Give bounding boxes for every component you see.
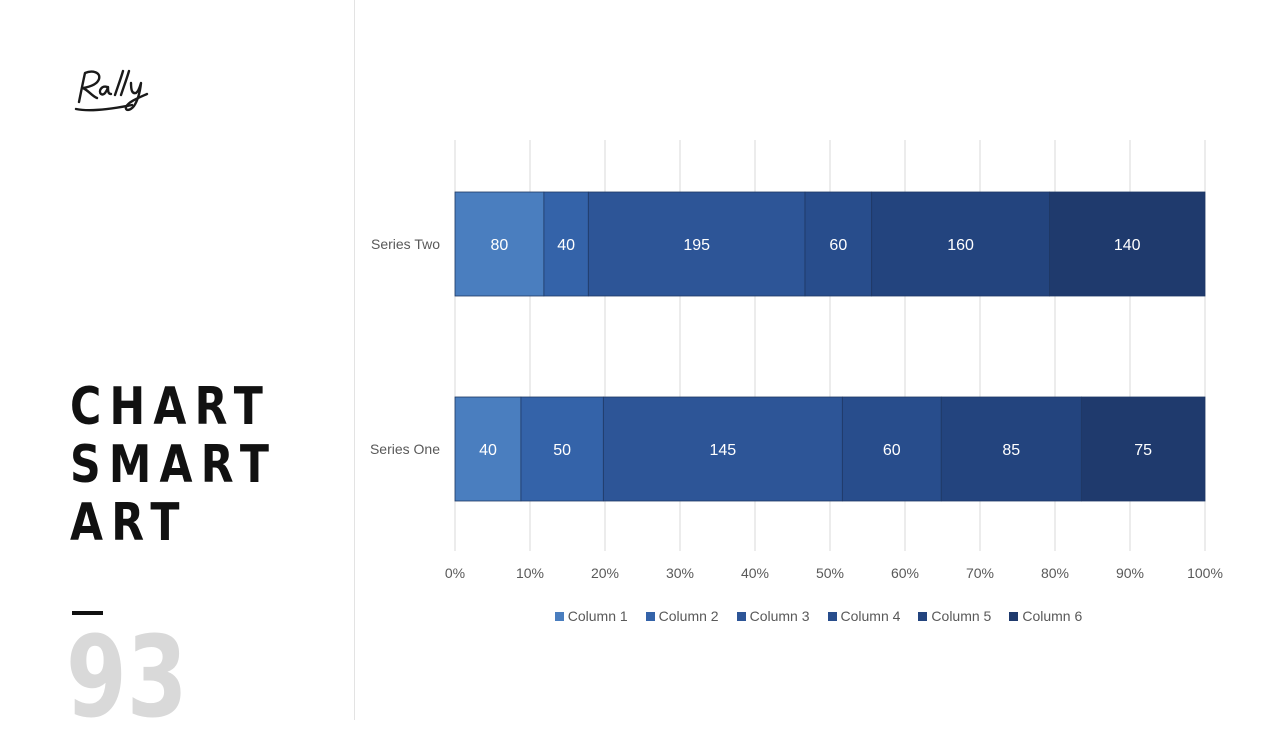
data-label: 80 <box>491 237 509 254</box>
x-tick-label: 30% <box>666 565 694 581</box>
legend-item: Column 3 <box>736 606 810 626</box>
data-label: 195 <box>683 237 710 254</box>
legend-swatch <box>645 611 655 621</box>
chart-area: 0% 10% 20% 30% 40% 50% 60% 70% 80% 90% 100% Series … <box>355 0 1280 720</box>
bar-segment <box>587 191 806 297</box>
slide-title-line: SMART <box>70 435 278 495</box>
bar-segment <box>871 191 1050 297</box>
bar-segment <box>1049 191 1206 297</box>
bar-segment <box>940 396 1082 502</box>
data-label: 160 <box>947 237 974 254</box>
legend-item: Column 2 <box>645 606 719 626</box>
left-panel: CHART SMART ART 93 <box>0 0 355 738</box>
legend-label: Column 6 <box>1022 608 1083 624</box>
x-tick-label: 100% <box>1187 565 1223 581</box>
category-label: Series Two <box>371 236 440 252</box>
legend-swatch <box>918 611 928 621</box>
legend-label: Column 5 <box>931 608 992 624</box>
x-tick-label: 10% <box>516 565 544 581</box>
data-label: 60 <box>829 237 847 254</box>
x-tick-label: 70% <box>966 565 994 581</box>
x-tick-label: 20% <box>591 565 619 581</box>
data-label: 50 <box>553 442 571 459</box>
slide-title: CHART SMART ART <box>70 378 277 552</box>
title-underline <box>72 611 103 615</box>
legend-item: Column 1 <box>554 606 628 626</box>
data-label: 40 <box>557 237 575 254</box>
data-label: 75 <box>1134 442 1152 459</box>
data-label: 140 <box>1114 237 1141 254</box>
rally-logo <box>74 69 149 112</box>
legend-item: Column 5 <box>918 606 991 626</box>
legend-item: Column 4 <box>827 606 901 626</box>
bar-segment <box>602 396 843 502</box>
data-label: 60 <box>883 442 901 459</box>
bar-segment <box>841 396 942 502</box>
legend-label: Column 2 <box>658 608 719 624</box>
bar-segment <box>804 191 873 297</box>
chart-legend: Column 1 Column 2 Column 3 Column 4 Column 5… <box>355 606 1280 626</box>
bar-segment <box>454 396 522 502</box>
x-tick-label: 40% <box>741 565 769 581</box>
slide-title-line: ART <box>70 493 188 553</box>
x-tick-label: 80% <box>1041 565 1069 581</box>
data-label: 145 <box>710 442 737 459</box>
legend-label: Column 1 <box>567 608 628 624</box>
legend-swatch <box>736 611 746 621</box>
bar-segment <box>520 396 604 502</box>
legend-swatch <box>1009 611 1019 621</box>
stacked-bar-chart: 0% 10% 20% 30% 40% 50% 60% 70% 80% 90% 100% Series … <box>370 140 1223 581</box>
legend-label: Column 3 <box>749 608 810 624</box>
x-tick-label: 50% <box>816 565 844 581</box>
bar-segment <box>1080 396 1206 502</box>
legend-swatch <box>554 611 564 621</box>
data-label: 85 <box>1002 442 1020 459</box>
x-tick-label: 0% <box>445 565 465 581</box>
x-tick-label: 90% <box>1116 565 1144 581</box>
legend-item: Column 6 <box>1009 606 1082 626</box>
legend-swatch <box>827 611 837 621</box>
page-number: 93 <box>66 613 188 743</box>
data-label: 40 <box>479 442 497 459</box>
bar-segment <box>543 191 589 297</box>
legend-label: Column 4 <box>840 608 901 624</box>
bar-segment <box>454 191 545 297</box>
x-tick-label: 60% <box>891 565 919 581</box>
slide-title-line: CHART <box>70 377 271 437</box>
category-label: Series One <box>370 441 440 457</box>
